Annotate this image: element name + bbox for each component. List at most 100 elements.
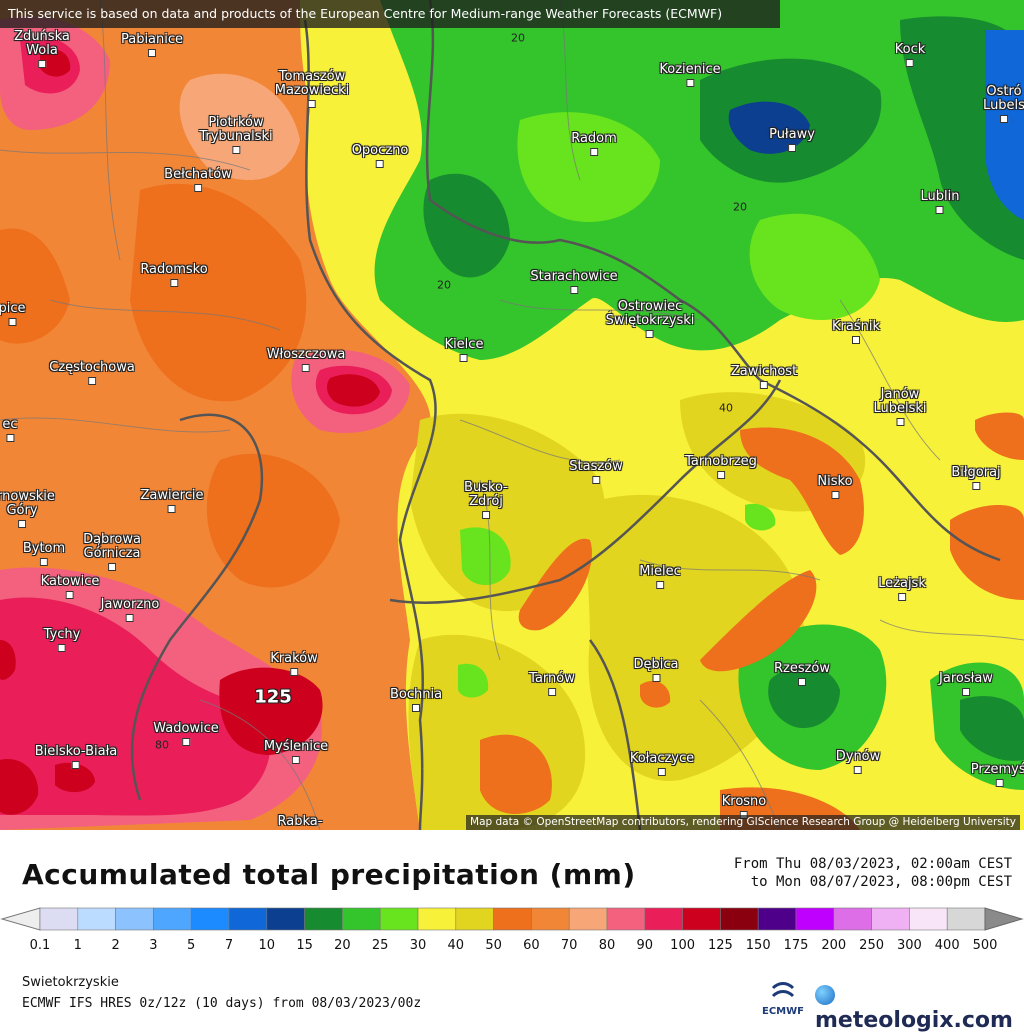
legend-arrow-right — [984, 907, 1024, 931]
legend-tick-label: 150 — [745, 938, 771, 953]
city-name: Kock — [894, 42, 926, 57]
city-marker — [656, 581, 664, 589]
city-marker — [87, 377, 96, 385]
ecmwf-logo[interactable]: ECMWF — [758, 982, 808, 1020]
legend-swatch — [833, 907, 872, 931]
city-marker — [961, 688, 970, 696]
legend-tick-label: 0.1 — [29, 938, 51, 953]
legend-swatch — [757, 907, 797, 931]
city-name: Ostrowiec Świętokrzyski — [605, 299, 695, 328]
city-label: Dąbrowa Górnicza — [83, 533, 141, 571]
city-label: Mielec — [639, 565, 681, 589]
city-label: Busko- Zdrój — [464, 481, 508, 519]
precipitation-map[interactable]: This service is based on data and produc… — [0, 0, 1024, 830]
city-name: Dynów — [835, 749, 881, 764]
legend-tick-labels: 0.1 1 2 3 5 7 10 15 20 25 30 40 50 60 70 80 90 100 125 150 1… — [0, 938, 1024, 956]
legend-tick-label: 10 — [258, 938, 276, 953]
city-label: Janów Lubelski — [873, 388, 927, 426]
legend-swatch — [455, 907, 494, 931]
city-label: Kielce — [445, 338, 483, 362]
city-marker — [6, 434, 14, 442]
city-name: Tarnów — [529, 671, 575, 686]
ecmwf-swirl-icon — [771, 982, 795, 998]
city-marker — [108, 563, 116, 571]
city-name: Tychy — [43, 627, 81, 642]
city-marker — [971, 482, 980, 490]
contour-value-label: 20 — [733, 200, 747, 214]
map-attribution[interactable]: Map data © OpenStreetMap contributors, r… — [466, 815, 1020, 830]
date-to: to Mon 08/07/2023, 08:00pm CEST — [750, 874, 1012, 890]
city-name: arnowskie Góry — [0, 489, 55, 518]
city-marker — [39, 558, 48, 566]
city-name: Bytom — [22, 541, 66, 556]
city-name: Puławy — [769, 127, 815, 142]
city-label: Radom — [571, 132, 617, 156]
ecmwf-logo-text: ECMWF — [762, 1006, 804, 1017]
city-label: Bochnia — [390, 688, 442, 712]
city-label: Kraśnik — [832, 320, 880, 344]
legend-swatch — [115, 907, 154, 931]
legend-tick-label: 30 — [409, 938, 427, 953]
city-name: Dębica — [633, 657, 679, 672]
city-marker — [7, 318, 16, 326]
city-label: Leżajsk — [878, 577, 926, 601]
city-marker — [291, 756, 300, 764]
city-label: Rabka- — [278, 815, 323, 830]
city-name: Ostró Lubels — [983, 84, 1024, 113]
city-label: Częstochowa — [49, 361, 135, 385]
city-label: Kraków — [270, 652, 318, 676]
legend-tick-label: 25 — [371, 938, 389, 953]
legend-swatch — [871, 907, 910, 931]
city-label: Dębica — [634, 658, 679, 682]
city-marker — [936, 206, 944, 214]
date-range: From Thu 08/03/2023, 02:00am CEST to Mon… — [734, 855, 1012, 891]
city-label: Opoczno — [352, 144, 408, 168]
city-label: Bielsko-Biała — [35, 745, 117, 769]
city-marker — [592, 476, 600, 484]
city-name: Kraśnik — [832, 319, 880, 334]
city-label: Wadowice — [153, 722, 219, 746]
city-name: Biłgoraj — [951, 465, 1001, 480]
city-name: Kołaczyce — [629, 751, 695, 766]
legend-swatch — [266, 907, 305, 931]
legend-swatch — [417, 907, 457, 931]
city-marker — [896, 418, 904, 426]
city-marker — [231, 146, 240, 154]
city-marker — [852, 336, 860, 344]
legend-swatch — [606, 907, 646, 931]
city-marker — [569, 286, 578, 294]
city-name: pice — [0, 301, 26, 316]
region-name: Swietokrzyskie — [22, 975, 119, 990]
color-legend-bar — [0, 907, 1024, 931]
city-marker — [182, 738, 190, 746]
city-name: Rabka- — [277, 814, 323, 829]
city-label: Tarnów — [529, 672, 575, 696]
city-label: Puławy — [769, 128, 815, 152]
city-label: pice — [0, 302, 26, 326]
city-label: Biłgoraj — [951, 465, 1001, 490]
meteologix-logo[interactable]: meteologix.com — [815, 983, 1024, 1033]
city-label: Tarnobrzeg — [685, 455, 757, 479]
city-label: Katowice — [41, 575, 99, 599]
city-name: Mielec — [639, 564, 681, 579]
city-marker — [797, 678, 806, 686]
city-marker — [658, 768, 666, 776]
model-info: ECMWF IFS HRES 0z/12z (10 days) from 08/… — [22, 996, 422, 1011]
legend-tick-label: 20 — [334, 938, 351, 953]
city-marker — [898, 593, 906, 601]
legend-swatch — [909, 907, 948, 931]
city-name: Zawichost — [730, 364, 798, 379]
ecmwf-banner: This service is based on data and produc… — [0, 0, 780, 28]
legend-tick-label: 125 — [707, 938, 733, 953]
city-name: Jarosław — [939, 671, 993, 686]
city-label: Tomaszów Mazowiecki — [275, 70, 349, 108]
chart-title: Accumulated total precipitation (mm) — [22, 858, 636, 891]
city-marker — [830, 491, 839, 499]
legend-swatch — [190, 907, 230, 931]
legend-tick-label: 3 — [149, 938, 158, 953]
city-marker — [126, 614, 134, 622]
city-marker — [460, 354, 468, 362]
city-label: Włoszczowa — [267, 348, 345, 372]
city-marker — [194, 184, 202, 192]
city-name: Bochnia — [389, 687, 443, 702]
